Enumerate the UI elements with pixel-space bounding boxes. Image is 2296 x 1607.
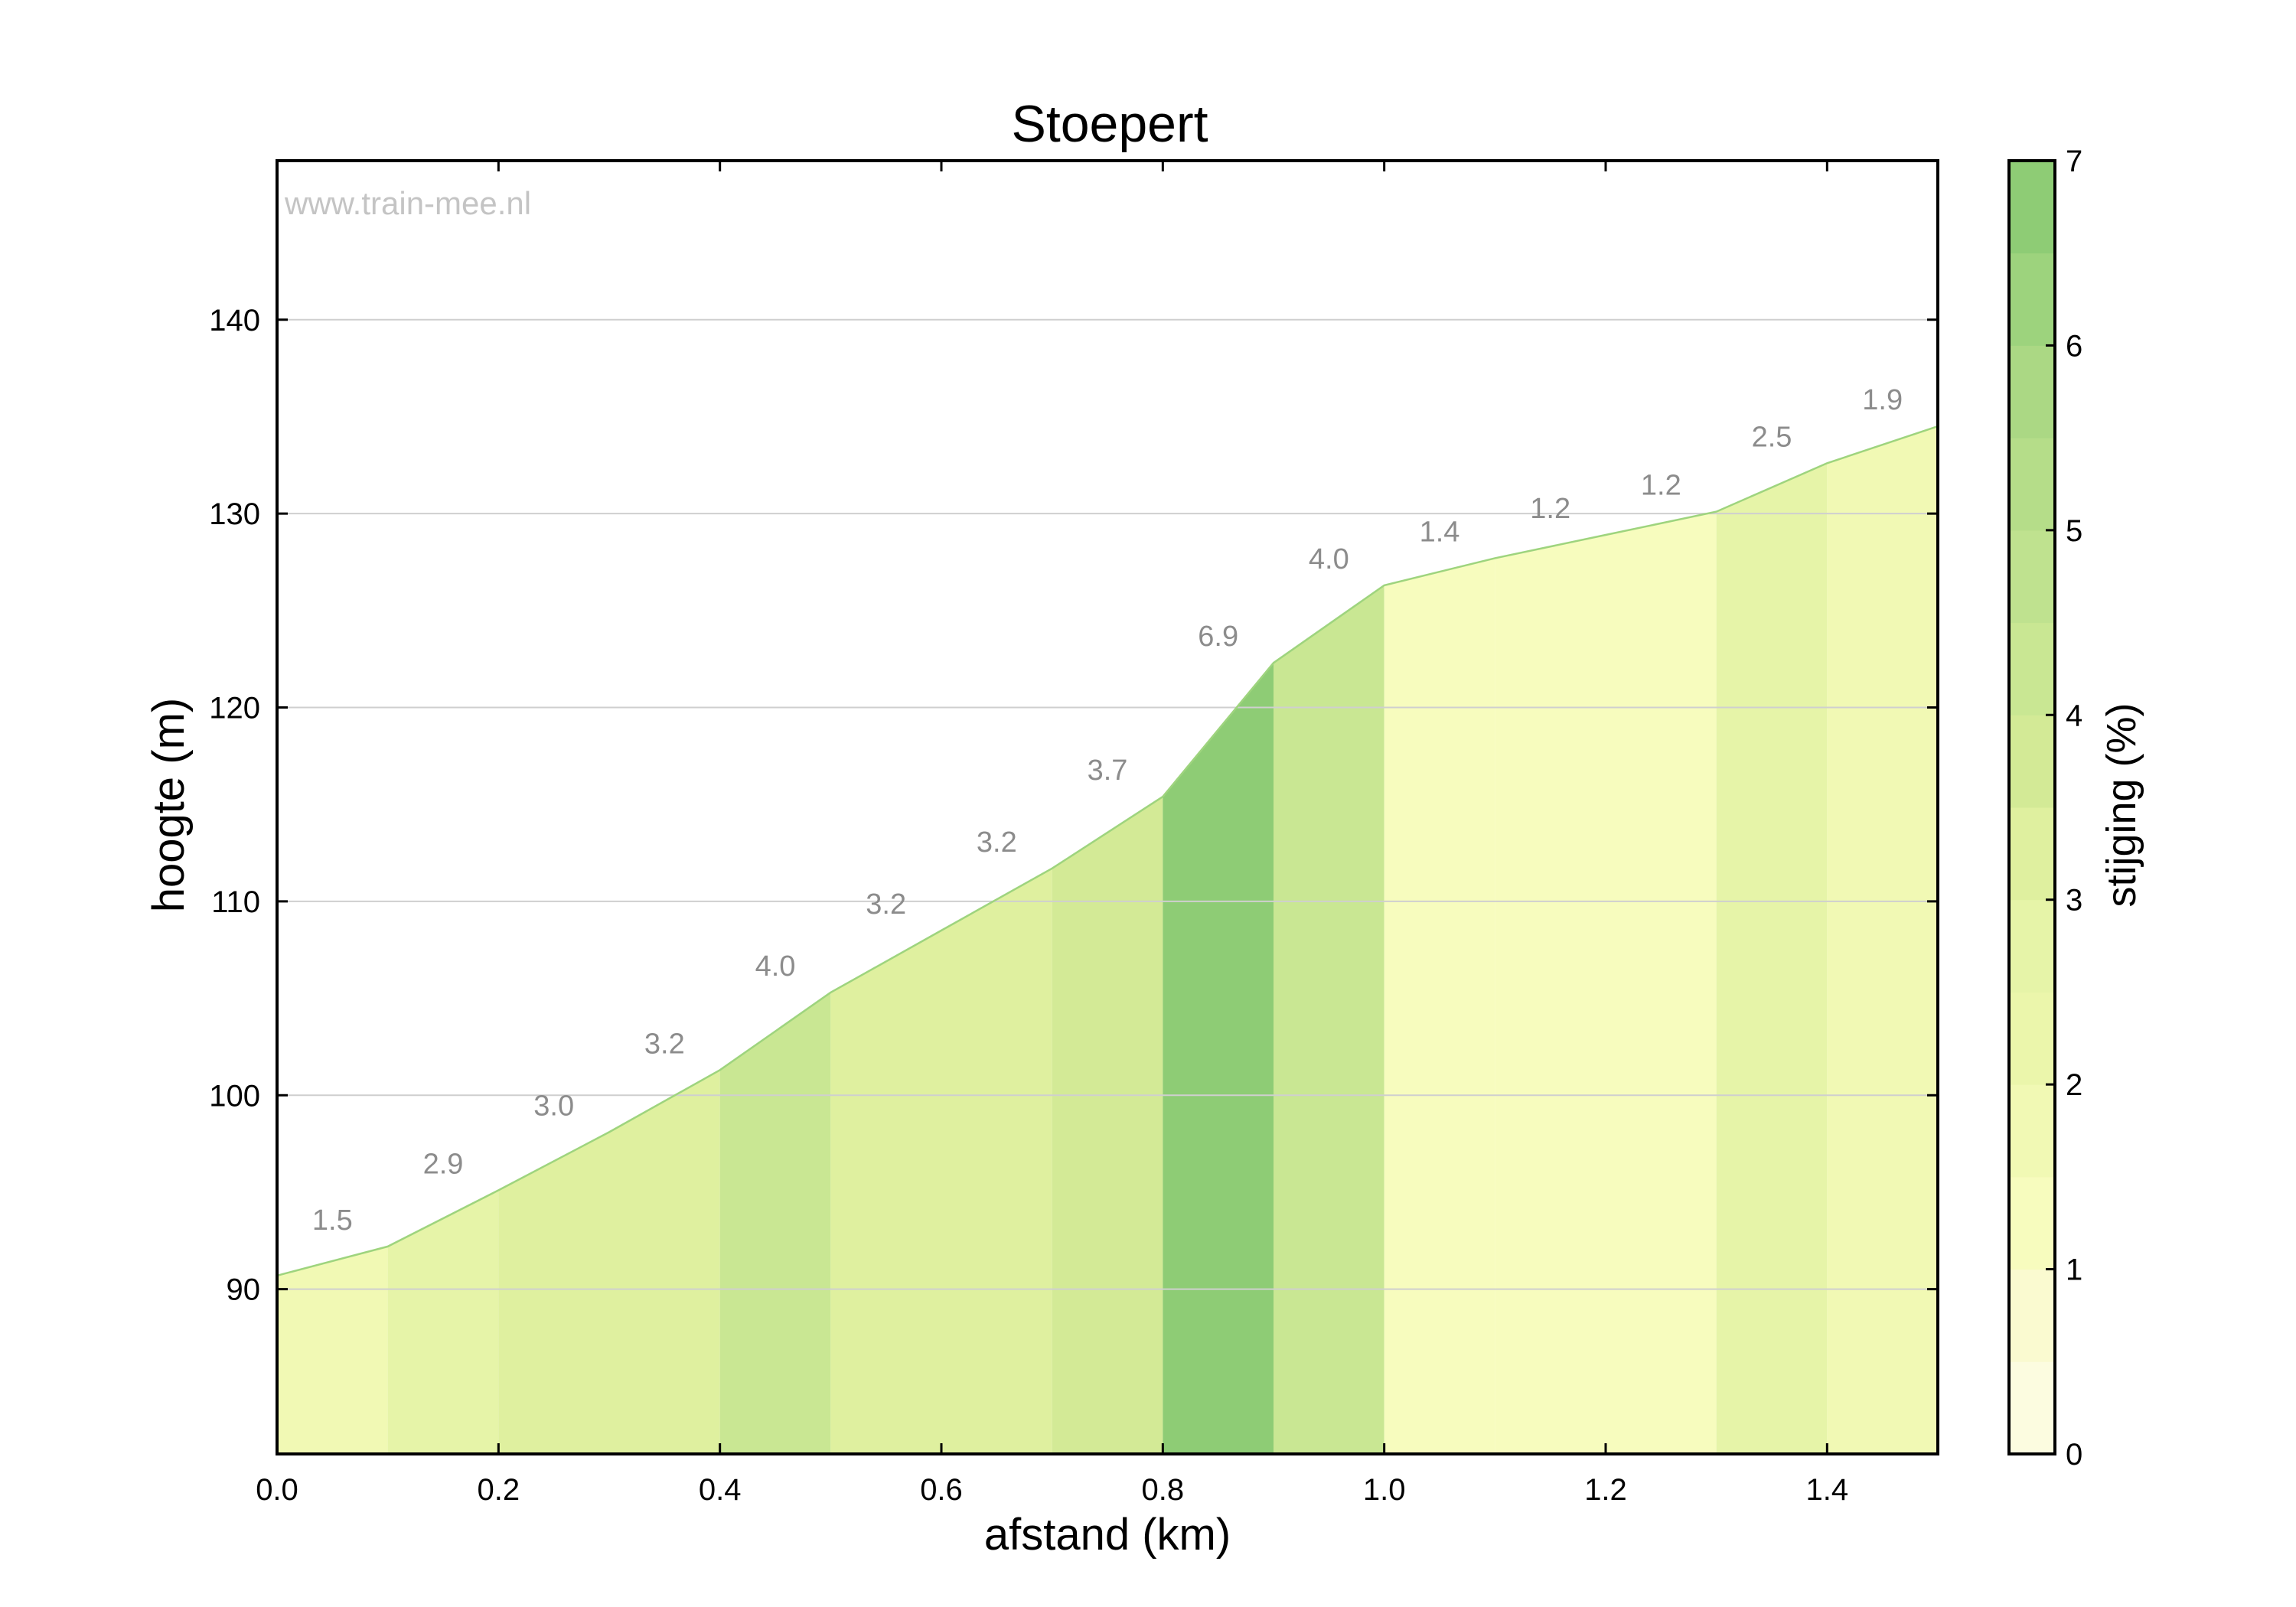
x-tick-label: 0.4 bbox=[699, 1473, 742, 1507]
grade-label: 3.2 bbox=[866, 888, 906, 921]
segment-fill bbox=[1606, 511, 1717, 1454]
y-axis: 90 100 110 120 130 140 bbox=[209, 304, 1938, 1307]
y-tick-label: 130 bbox=[209, 497, 260, 531]
segment-fill bbox=[277, 1246, 388, 1454]
colorbar-title: stijging (%) bbox=[2099, 702, 2144, 907]
colorbar-tick-label: 7 bbox=[2066, 145, 2082, 178]
grade-label: 4.0 bbox=[755, 950, 796, 983]
x-tick-label: 0.2 bbox=[478, 1473, 520, 1507]
plot-area: 1.5 2.9 3.0 3.2 4.0 3.2 3.2 3.7 6.9 4.0 1.4 1.2 1.2 2… bbox=[276, 159, 1939, 1455]
segment-fill bbox=[830, 930, 941, 1454]
chart-title: Stoepert bbox=[1011, 95, 1208, 153]
colorbar-band bbox=[2009, 807, 2055, 901]
x-tick-label: 1.4 bbox=[1806, 1473, 1849, 1507]
segment-fill bbox=[719, 992, 831, 1454]
x-tick-label: 0.6 bbox=[920, 1473, 963, 1507]
colorbar-tick-label: 6 bbox=[2066, 329, 2082, 363]
colorbar-band bbox=[2009, 715, 2055, 808]
watermark-text: www.train-mee.nl bbox=[284, 185, 531, 221]
grade-label: 1.5 bbox=[312, 1204, 353, 1237]
horizontal-gridlines bbox=[277, 318, 1938, 1290]
colorbar-tick-label: 3 bbox=[2066, 884, 2082, 918]
x-axis-title: afstand (km) bbox=[984, 1510, 1231, 1560]
segment-fill bbox=[1384, 558, 1495, 1454]
colorbar-band bbox=[2009, 161, 2055, 254]
segment-fill bbox=[498, 1132, 609, 1454]
segment-fill bbox=[1052, 797, 1163, 1454]
colorbar-tick-label: 1 bbox=[2066, 1253, 2082, 1287]
colorbar-tick-label: 5 bbox=[2066, 514, 2082, 548]
grade-label: 3.2 bbox=[977, 826, 1017, 859]
grade-label: 2.5 bbox=[1752, 421, 1792, 453]
colorbar-band bbox=[2009, 1361, 2055, 1455]
y-tick-label: 100 bbox=[209, 1079, 260, 1113]
y-tick-label: 90 bbox=[227, 1273, 261, 1307]
segment-fill bbox=[1827, 426, 1938, 1454]
colorbar-tick-label: 2 bbox=[2066, 1068, 2082, 1102]
colorbar-frame bbox=[2007, 159, 2056, 1455]
grade-label: 2.9 bbox=[423, 1148, 464, 1180]
colorbar-bands bbox=[2009, 161, 2055, 1455]
grade-label: 6.9 bbox=[1198, 621, 1238, 653]
plot-frame bbox=[276, 159, 1939, 1455]
x-tick-label: 0.8 bbox=[1142, 1473, 1185, 1507]
elevation-profile-line bbox=[276, 425, 1939, 1277]
segment-fill bbox=[1163, 663, 1274, 1455]
colorbar-band bbox=[2009, 992, 2055, 1085]
grade-label: 3.2 bbox=[644, 1028, 685, 1060]
x-axis: 0.0 0.2 0.4 0.6 0.8 1.0 1.2 1.4 bbox=[256, 161, 1848, 1507]
grade-label: 3.7 bbox=[1088, 755, 1128, 787]
colorbar: 0 1 2 3 4 5 6 7 stijging (%) bbox=[2007, 145, 2144, 1472]
segment-fill bbox=[1274, 585, 1384, 1454]
colorbar-band bbox=[2009, 438, 2055, 531]
colorbar-tick-label: 4 bbox=[2066, 699, 2082, 732]
grade-segment-fills bbox=[277, 426, 1938, 1455]
grade-label: 1.2 bbox=[1530, 493, 1570, 525]
y-tick-label: 140 bbox=[209, 304, 260, 337]
segment-fill bbox=[1495, 535, 1606, 1454]
grade-label: 1.4 bbox=[1420, 516, 1460, 548]
segment-fill bbox=[941, 868, 1052, 1454]
y-tick-label: 120 bbox=[209, 692, 260, 725]
segment-fill bbox=[1716, 463, 1828, 1454]
segment-fill bbox=[387, 1190, 499, 1454]
colorbar-band bbox=[2009, 1084, 2055, 1178]
grade-label: 3.0 bbox=[533, 1090, 574, 1122]
grade-label: 1.9 bbox=[1862, 384, 1903, 416]
segment-fill bbox=[609, 1070, 720, 1454]
colorbar-band bbox=[2009, 899, 2055, 993]
y-axis-title: hoogte (m) bbox=[144, 698, 194, 912]
colorbar-band bbox=[2009, 345, 2055, 438]
y-tick-label: 110 bbox=[211, 885, 260, 919]
colorbar-band bbox=[2009, 1269, 2055, 1362]
colorbar-band bbox=[2009, 622, 2055, 715]
colorbar-ticks: 0 1 2 3 4 5 6 7 bbox=[2046, 145, 2082, 1472]
colorbar-band bbox=[2009, 1176, 2055, 1270]
grade-label: 1.2 bbox=[1641, 470, 1681, 502]
grade-label: 4.0 bbox=[1309, 543, 1349, 575]
x-tick-label: 0.0 bbox=[256, 1473, 298, 1507]
colorbar-tick-label: 0 bbox=[2066, 1438, 2082, 1472]
x-tick-label: 1.2 bbox=[1584, 1473, 1627, 1507]
colorbar-band bbox=[2009, 253, 2055, 346]
x-tick-label: 1.0 bbox=[1363, 1473, 1406, 1507]
colorbar-band bbox=[2009, 530, 2055, 624]
grade-labels: 1.5 2.9 3.0 3.2 4.0 3.2 3.2 3.7 6.9 4.0 1.4 1.2 1.2 2… bbox=[312, 384, 1903, 1237]
